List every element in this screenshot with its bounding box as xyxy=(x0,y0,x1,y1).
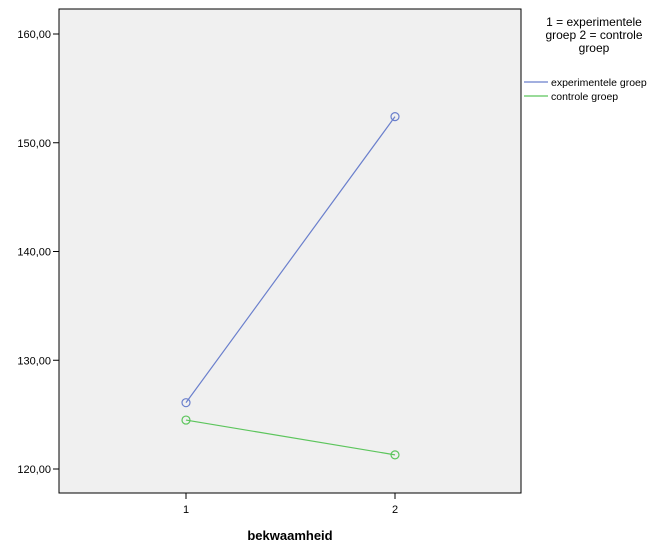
series-line-1 xyxy=(185,116,396,404)
series-layer xyxy=(181,112,400,460)
legend-label: controle groep xyxy=(551,91,618,103)
y-axis: 120,00 130,00 140,00 150,00 160,00 xyxy=(17,29,59,476)
x-axis-title: bekwaamheid xyxy=(247,528,332,543)
data-point xyxy=(181,398,191,408)
plot-area xyxy=(58,8,522,494)
y-tick-label: 130,00 xyxy=(17,355,51,367)
y-tick-label: 120,00 xyxy=(17,464,51,476)
y-tick-label: 150,00 xyxy=(17,138,51,150)
series-line-2 xyxy=(185,419,396,456)
x-tick-label: 1 xyxy=(183,504,189,516)
data-point xyxy=(390,450,400,460)
y-tick-label: 140,00 xyxy=(17,247,51,259)
legend-title-line: groep xyxy=(579,41,610,55)
x-tick-label: 2 xyxy=(392,504,398,516)
y-tick-label: 160,00 xyxy=(17,29,51,41)
legend-title-line: groep 2 = controle xyxy=(545,28,642,42)
data-point xyxy=(390,112,400,122)
data-point xyxy=(181,415,191,425)
legend-title-line: 1 = experimentele xyxy=(546,15,642,29)
legend-label: experimentele groep xyxy=(551,77,647,89)
